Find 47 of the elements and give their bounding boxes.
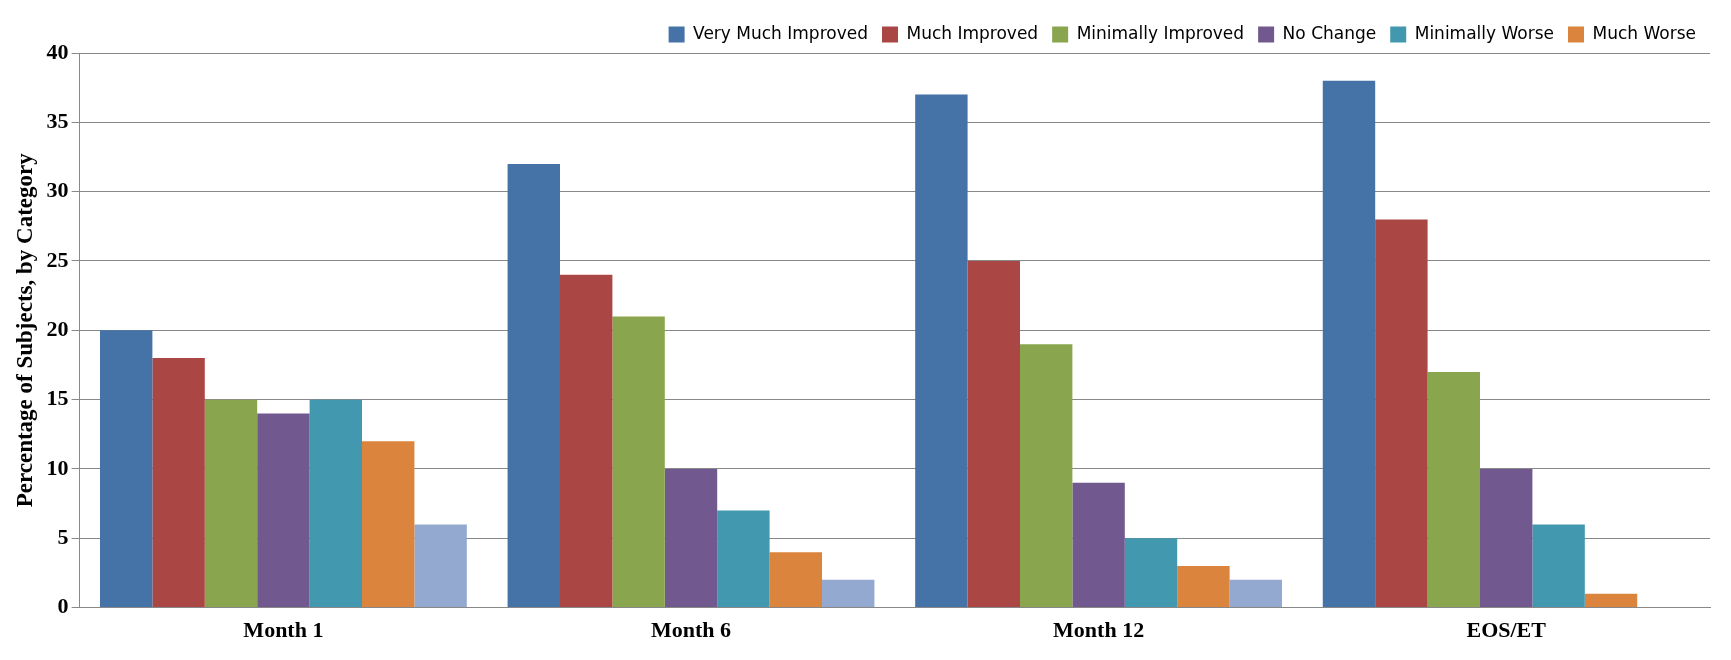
bar — [1427, 371, 1480, 608]
bar — [1229, 579, 1283, 608]
bar — [309, 399, 363, 608]
x-tick-label: Month 6 — [650, 617, 732, 643]
bar — [664, 468, 718, 608]
y-tick-label: 40 — [46, 38, 69, 64]
x-tick-label: Month 1 — [243, 617, 324, 643]
bar — [1072, 482, 1125, 608]
bar — [362, 441, 415, 608]
x-tick-label: Month 12 — [1053, 617, 1145, 643]
bar — [967, 260, 1020, 608]
legend-label: Much Improved — [906, 22, 1039, 43]
legend-label: Very Much Improved — [693, 22, 868, 43]
bar — [99, 330, 153, 608]
y-tick-label: 30 — [46, 177, 69, 203]
bar — [507, 163, 560, 608]
legend-label: Minimally Improved — [1076, 22, 1245, 43]
legend-label: Much Worse — [1592, 22, 1697, 43]
legend-label: No Change — [1282, 22, 1377, 43]
y-axis-title: Percentage of Subjects, by Category — [11, 152, 37, 508]
bar — [717, 510, 770, 608]
legend-label: Minimally Worse — [1414, 22, 1555, 43]
bar — [152, 358, 205, 608]
bar — [1480, 468, 1533, 608]
bar — [612, 316, 665, 608]
y-tick-label: 5 — [57, 523, 69, 549]
bar — [1177, 566, 1230, 608]
bar — [1375, 219, 1428, 608]
bar — [1532, 524, 1585, 608]
y-tick-label: 25 — [46, 246, 69, 272]
bar — [822, 579, 875, 608]
bar — [1584, 593, 1638, 608]
bar — [257, 413, 310, 608]
y-tick-label: 0 — [57, 593, 69, 619]
bar — [204, 399, 258, 608]
bar — [1322, 80, 1376, 608]
x-tick-label: EOS/ET — [1466, 617, 1547, 643]
bar — [559, 274, 613, 608]
y-tick-label: 20 — [46, 315, 69, 341]
bar — [1124, 538, 1178, 608]
bar — [769, 552, 823, 608]
y-tick-label: 10 — [46, 454, 69, 480]
bar — [915, 94, 968, 608]
bar — [1019, 344, 1073, 608]
bar — [414, 524, 467, 608]
y-tick-label: 35 — [46, 108, 69, 134]
y-tick-label: 15 — [46, 385, 69, 411]
